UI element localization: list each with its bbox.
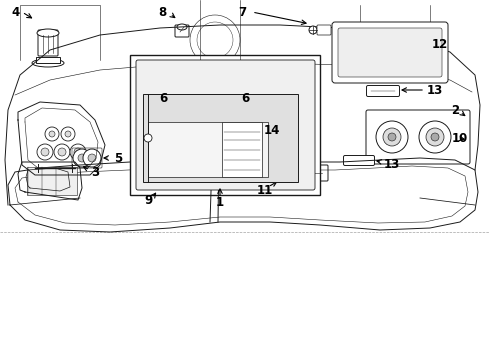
- Circle shape: [41, 148, 49, 156]
- FancyBboxPatch shape: [317, 25, 331, 35]
- Text: 11: 11: [257, 184, 273, 197]
- FancyBboxPatch shape: [38, 30, 58, 56]
- Text: 3: 3: [91, 166, 99, 179]
- Circle shape: [58, 148, 66, 156]
- Text: 2: 2: [451, 104, 459, 117]
- FancyBboxPatch shape: [175, 25, 189, 37]
- Text: 13: 13: [384, 158, 400, 171]
- Circle shape: [45, 127, 59, 141]
- Ellipse shape: [32, 59, 64, 67]
- Circle shape: [70, 144, 86, 160]
- Bar: [222, 122, 262, 177]
- Circle shape: [88, 154, 96, 162]
- Text: 13: 13: [427, 84, 443, 96]
- FancyBboxPatch shape: [151, 100, 199, 120]
- Circle shape: [383, 128, 401, 146]
- FancyBboxPatch shape: [214, 100, 262, 120]
- Text: 4: 4: [12, 5, 20, 18]
- Circle shape: [65, 131, 71, 137]
- Bar: [148, 122, 268, 177]
- Text: 12: 12: [432, 37, 448, 50]
- Text: 6: 6: [241, 91, 249, 104]
- Circle shape: [83, 149, 101, 167]
- FancyBboxPatch shape: [366, 110, 470, 164]
- Circle shape: [74, 148, 82, 156]
- Circle shape: [376, 121, 408, 153]
- Circle shape: [197, 22, 233, 58]
- Circle shape: [295, 125, 305, 135]
- Circle shape: [144, 134, 152, 142]
- Text: 10: 10: [452, 131, 468, 144]
- FancyBboxPatch shape: [367, 86, 399, 96]
- Circle shape: [37, 144, 53, 160]
- Text: 6: 6: [159, 91, 167, 104]
- Circle shape: [73, 149, 91, 167]
- Circle shape: [419, 121, 451, 153]
- Text: 1: 1: [216, 195, 224, 208]
- Circle shape: [426, 128, 444, 146]
- Text: 14: 14: [264, 123, 280, 136]
- Text: 9: 9: [144, 194, 152, 207]
- Text: 8: 8: [158, 5, 166, 18]
- Text: 5: 5: [114, 152, 122, 165]
- Circle shape: [309, 26, 317, 34]
- Bar: [130, 55, 320, 195]
- Circle shape: [298, 128, 302, 132]
- Circle shape: [431, 133, 439, 141]
- FancyBboxPatch shape: [136, 60, 315, 190]
- FancyBboxPatch shape: [332, 22, 448, 83]
- FancyBboxPatch shape: [338, 28, 442, 77]
- Bar: [143, 94, 298, 182]
- Circle shape: [190, 15, 240, 65]
- Circle shape: [54, 144, 70, 160]
- Ellipse shape: [177, 24, 187, 30]
- FancyBboxPatch shape: [343, 156, 374, 166]
- Circle shape: [49, 131, 55, 137]
- Text: 7: 7: [238, 5, 246, 18]
- FancyBboxPatch shape: [271, 165, 328, 181]
- Circle shape: [78, 154, 86, 162]
- Bar: [27, 167, 77, 195]
- Circle shape: [61, 127, 75, 141]
- Ellipse shape: [37, 29, 59, 37]
- Bar: [36, 57, 60, 63]
- Circle shape: [388, 133, 396, 141]
